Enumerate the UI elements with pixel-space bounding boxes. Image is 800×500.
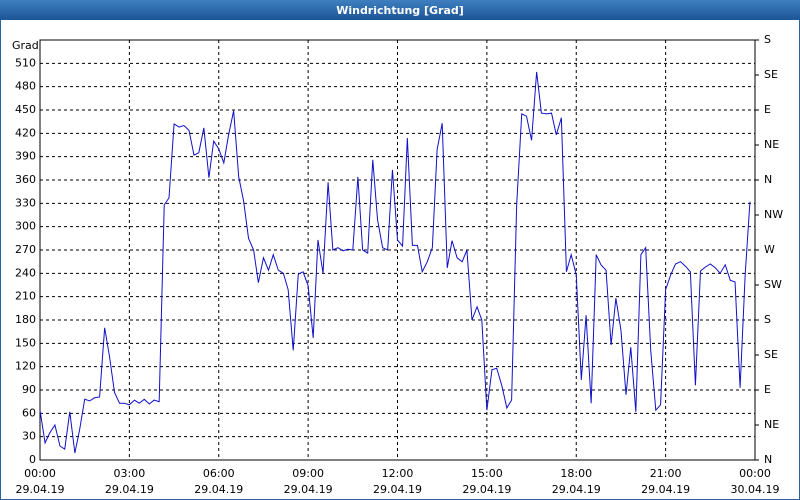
y2-tick-label: SE <box>764 68 778 81</box>
y2-tick-label: W <box>764 243 775 256</box>
y-tick-label: 450 <box>15 103 36 116</box>
y-tick-label: 480 <box>15 80 36 93</box>
x-tick-date: 29.04.19 <box>373 483 422 496</box>
x-tick-date: 29.04.19 <box>105 483 154 496</box>
x-tick-label: 00:00 <box>739 467 771 480</box>
x-tick-label: 00:00 <box>24 467 56 480</box>
y2-tick-label: NE <box>764 138 779 151</box>
x-tick-date: 30.04.19 <box>731 483 780 496</box>
y2-tick-label: N <box>764 173 772 186</box>
title-bar <box>0 0 800 20</box>
y-tick-label: 510 <box>15 56 36 69</box>
y2-tick-label: S <box>764 313 771 326</box>
data-line <box>39 71 751 454</box>
y-tick-label: 180 <box>15 313 36 326</box>
y-tick-label: 0 <box>29 453 36 466</box>
x-tick-label: 18:00 <box>560 467 592 480</box>
y2-tick-label: E <box>764 103 771 116</box>
y2-tick-label: E <box>764 383 771 396</box>
y-axis-label: Grad <box>12 39 39 52</box>
y-tick-label: 390 <box>15 150 36 163</box>
x-tick-label: 09:00 <box>292 467 324 480</box>
x-tick-label: 03:00 <box>114 467 146 480</box>
y2-tick-label: SE <box>764 348 778 361</box>
y-tick-label: 90 <box>22 383 36 396</box>
x-tick-label: 06:00 <box>203 467 235 480</box>
y-tick-label: 30 <box>22 430 36 443</box>
y-tick-label: 240 <box>15 266 36 279</box>
y-tick-label: 150 <box>15 336 36 349</box>
y-tick-label: 420 <box>15 126 36 139</box>
y2-tick-label: SW <box>764 278 782 291</box>
x-tick-date: 29.04.19 <box>16 483 65 496</box>
x-tick-date: 29.04.19 <box>552 483 601 496</box>
x-tick-label: 21:00 <box>650 467 682 480</box>
x-tick-date: 29.04.19 <box>194 483 243 496</box>
y-tick-label: 60 <box>22 406 36 419</box>
x-tick-label: 12:00 <box>382 467 414 480</box>
y-tick-label: 270 <box>15 243 36 256</box>
y2-tick-label: N <box>764 453 772 466</box>
y-tick-label: 360 <box>15 173 36 186</box>
y2-tick-label: NE <box>764 418 779 431</box>
chart-title: Windrichtung [Grad] <box>336 4 464 17</box>
x-tick-date: 29.04.19 <box>462 483 511 496</box>
y-tick-label: 300 <box>15 220 36 233</box>
y-tick-label: 120 <box>15 360 36 373</box>
y2-tick-label: S <box>764 33 771 46</box>
y-tick-label: 330 <box>15 196 36 209</box>
x-tick-label: 15:00 <box>471 467 503 480</box>
y-tick-label: 210 <box>15 290 36 303</box>
y2-tick-label: NW <box>764 208 783 221</box>
x-tick-date: 29.04.19 <box>284 483 333 496</box>
x-tick-date: 29.04.19 <box>641 483 690 496</box>
